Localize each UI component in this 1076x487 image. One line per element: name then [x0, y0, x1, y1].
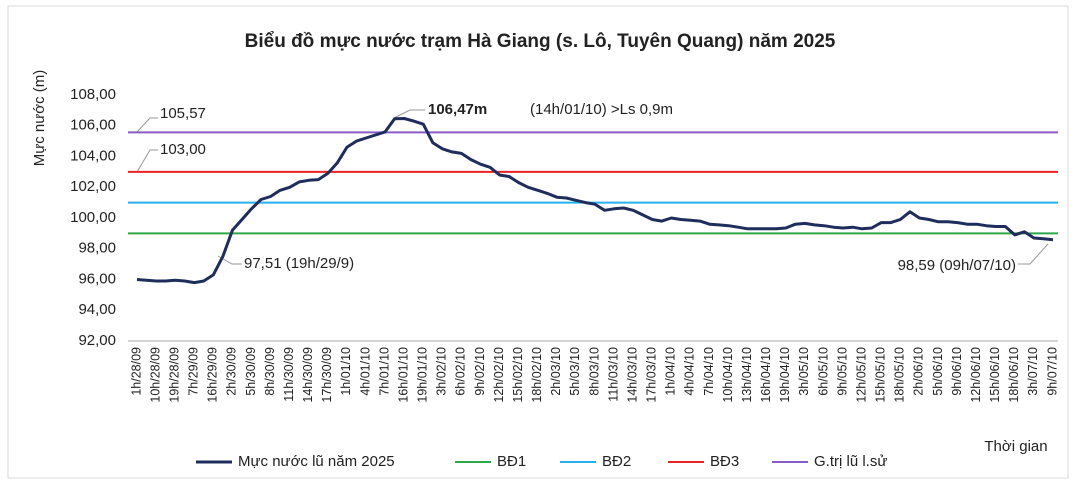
chart-frame: [7, 5, 1069, 479]
annotation: (14h/01/10) >Ls 0,9m: [530, 101, 673, 118]
x-tick-label: 18h/02/10: [530, 347, 544, 403]
x-tick-label: 10h/28/09: [148, 347, 162, 403]
annotation: 105,57: [160, 105, 206, 122]
x-tick-label: 11h/03/10: [606, 347, 620, 402]
x-tick-label: 4h/01/10: [358, 347, 372, 396]
legend-label: BĐ2: [602, 453, 631, 470]
annotation: 103,00: [160, 141, 206, 158]
x-tick-label: 10h/04/10: [721, 347, 735, 403]
x-tick-label: 16h/29/09: [206, 347, 220, 403]
x-tick-label: 15h/06/10: [988, 347, 1002, 403]
x-tick-label: 3h/07/10: [1026, 347, 1040, 396]
x-tick-label: 14h/03/10: [625, 347, 639, 403]
x-tick-label: 1h/01/10: [339, 347, 353, 396]
chart-title: Biểu đồ mực nước trạm Hà Giang (s. Lô, T…: [245, 31, 836, 52]
y-tick-label: 102,00: [70, 178, 116, 195]
x-tick-label: 9h/07/10: [1045, 347, 1059, 396]
y-tick-label: 96,00: [78, 270, 116, 287]
x-tick-label: 7h/29/09: [187, 347, 201, 396]
x-tick-label: 8h/03/10: [587, 347, 601, 396]
y-tick-label: 100,00: [70, 209, 116, 226]
x-tick-label: 2h/30/09: [225, 347, 239, 396]
x-tick-label: 17h/30/09: [320, 347, 334, 403]
x-tick-label: 1h/04/10: [664, 347, 678, 396]
x-tick-label: 13h/04/10: [740, 347, 754, 403]
x-tick-label: 11h/30/09: [282, 347, 296, 402]
data-line: [136, 117, 1054, 285]
x-tick-label: 15h/02/10: [511, 347, 525, 403]
y-tick-label: 92,00: [78, 332, 116, 349]
x-tick-label: 16h/01/10: [396, 347, 410, 403]
x-tick-label: 6h/02/10: [454, 347, 468, 396]
x-tick-label: 1h/28/09: [129, 347, 143, 396]
y-tick-label: 106,00: [70, 117, 116, 134]
x-tick-label: 16h/04/10: [759, 347, 773, 403]
y-tick-label: 104,00: [70, 147, 116, 164]
x-axis-label: Thời gian: [984, 438, 1047, 455]
x-tick-label: 2h/06/10: [912, 347, 926, 396]
y-tick-label: 94,00: [78, 301, 116, 318]
y-tick-label: 108,00: [70, 86, 116, 103]
x-tick-label: 17h/03/10: [645, 347, 659, 403]
x-tick-label: 19h/01/10: [416, 347, 430, 403]
x-tick-label: 5h/03/10: [568, 347, 582, 396]
annotation: 97,51 (19h/29/9): [244, 255, 354, 272]
x-tick-label: 9h/05/10: [835, 347, 849, 396]
x-tick-label: 12h/05/10: [854, 347, 868, 403]
x-tick-label: 14h/30/09: [301, 347, 315, 403]
legend-label: Mực nước lũ năm 2025: [238, 453, 395, 470]
x-tick-label: 4h/04/10: [683, 347, 697, 396]
x-tick-label: 8h/30/09: [263, 347, 277, 396]
x-tick-label: 5h/30/09: [244, 347, 258, 396]
y-axis-label: Mực nước (m): [31, 70, 48, 167]
y-tick-label: 98,00: [78, 240, 116, 257]
x-tick-label: 7h/04/10: [702, 347, 716, 396]
x-tick-label: 2h/03/10: [549, 347, 563, 396]
annotation: 106,47m: [428, 101, 487, 118]
x-tick-label: 5h/06/10: [931, 347, 945, 396]
x-tick-label: 19h/04/10: [778, 347, 792, 403]
legend-label: BĐ3: [710, 453, 739, 470]
x-tick-label: 18h/05/10: [893, 347, 907, 403]
x-tick-label: 7h/01/10: [377, 347, 391, 396]
x-tick-label: 18h/06/10: [1007, 347, 1021, 403]
x-tick-label: 15h/05/10: [874, 347, 888, 403]
legend-label: BĐ1: [497, 453, 526, 470]
x-tick-label: 12h/06/10: [969, 347, 983, 403]
x-tick-label: 3h/05/10: [797, 347, 811, 396]
x-tick-label: 3h/02/10: [435, 347, 449, 396]
x-tick-label: 9h/02/10: [473, 347, 487, 396]
x-tick-label: 12h/02/10: [492, 347, 506, 403]
legend-label: G.trị lũ l.sử: [814, 453, 887, 470]
x-tick-label: 9h/06/10: [950, 347, 964, 396]
x-tick-label: 6h/05/10: [816, 347, 830, 396]
annotation: 98,59 (09h/07/10): [898, 257, 1016, 274]
x-tick-label: 19h/28/09: [167, 347, 181, 403]
